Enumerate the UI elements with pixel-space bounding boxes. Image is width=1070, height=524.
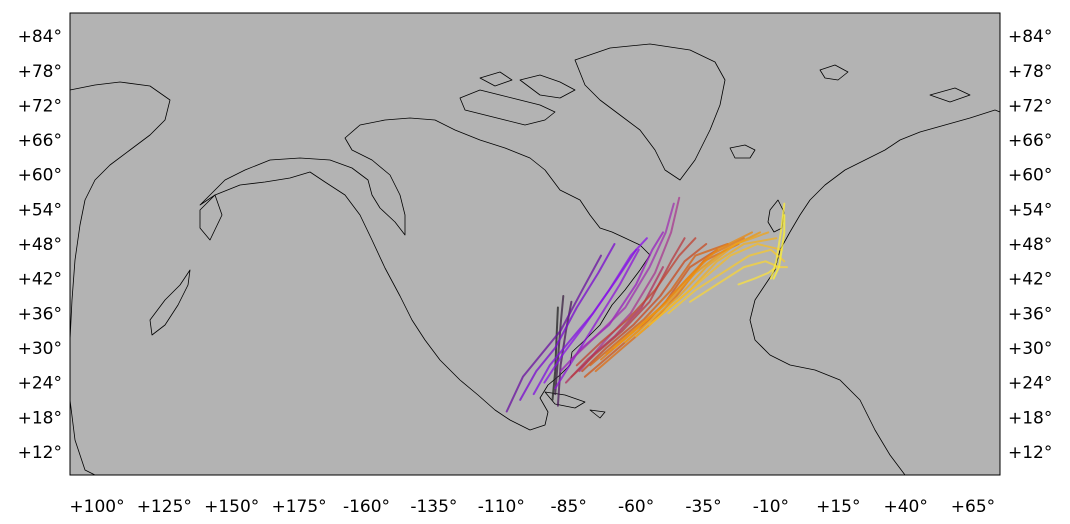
storm-track xyxy=(589,243,729,367)
lat-tick-label-right: +24° xyxy=(1008,374,1052,394)
storm-track xyxy=(689,260,788,303)
lat-tick-label-left: +66° xyxy=(18,131,62,151)
storm-track xyxy=(624,231,770,344)
storm-track xyxy=(737,266,778,286)
lat-tick-label-right: +30° xyxy=(1008,339,1052,359)
lon-tick-label: -60° xyxy=(618,497,654,517)
longitude-tick-labels: +100° +125° +150° +175° -160° -135° -110° -85° -… xyxy=(69,497,995,517)
lon-tick-label: +125° xyxy=(137,497,192,517)
storm-track xyxy=(667,248,786,315)
lon-tick-label: -110° xyxy=(478,497,525,517)
lat-tick-label-right: +42° xyxy=(1008,270,1052,290)
lat-tick-label-left: +42° xyxy=(18,270,62,290)
lat-tick-label-left: +36° xyxy=(18,304,62,324)
lon-tick-label: -135° xyxy=(410,497,457,517)
lon-tick-label: -10° xyxy=(753,497,789,517)
lat-tick-label-left: +60° xyxy=(18,166,62,186)
coastline-iceland xyxy=(729,144,756,159)
lat-tick-label-right: +66° xyxy=(1008,131,1052,151)
lat-tick-label-right: +78° xyxy=(1008,62,1052,82)
storm-track xyxy=(505,254,602,413)
storm-track xyxy=(578,196,681,373)
coastline-svalbard xyxy=(819,64,971,103)
latitude-tick-labels-left: +84° +78° +72° +66° +60° +54° +48° +42° +36° +30°… xyxy=(18,27,62,463)
lon-tick-label: +15° xyxy=(816,497,860,517)
coastlines xyxy=(69,43,1001,476)
storm-track xyxy=(554,248,640,390)
coastline-kamchatka xyxy=(199,194,223,241)
coastline-japan xyxy=(149,269,191,336)
lon-tick-label: +100° xyxy=(69,497,124,517)
storm-track xyxy=(581,243,708,373)
coastline-caribbean xyxy=(544,391,606,419)
storm-track xyxy=(772,214,786,280)
lon-tick-label: +65° xyxy=(951,497,995,517)
storm-track xyxy=(519,243,616,401)
hurricane-tracks xyxy=(505,196,788,413)
lat-tick-label-right: +36° xyxy=(1008,304,1052,324)
lon-tick-label: +150° xyxy=(204,497,259,517)
lon-tick-label: -85° xyxy=(551,497,587,517)
map-background xyxy=(70,13,1000,475)
lat-tick-label-left: +54° xyxy=(18,200,62,220)
lat-tick-label-left: +18° xyxy=(18,408,62,428)
lat-tick-label-left: +84° xyxy=(18,27,62,47)
lon-tick-label: -160° xyxy=(343,497,390,517)
storm-track xyxy=(648,243,783,326)
storm-track xyxy=(543,237,648,384)
coastline-asia xyxy=(69,81,171,476)
storm-track xyxy=(570,202,675,361)
lat-tick-label-right: +72° xyxy=(1008,96,1052,116)
lat-tick-label-right: +84° xyxy=(1008,27,1052,47)
latitude-tick-labels-right: +84° +78° +72° +66° +60° +54° +48° +42° +36° +30°… xyxy=(1008,27,1052,463)
lat-tick-label-left: +30° xyxy=(18,339,62,359)
lat-tick-label-right: +48° xyxy=(1008,235,1052,255)
lat-tick-label-right: +54° xyxy=(1008,200,1052,220)
lat-tick-label-left: +24° xyxy=(18,374,62,394)
lat-tick-label-left: +48° xyxy=(18,235,62,255)
storm-track xyxy=(570,237,686,378)
coastline-greenland xyxy=(574,43,726,181)
map-frame xyxy=(69,12,1001,476)
lon-tick-label: +40° xyxy=(884,497,928,517)
lat-tick-label-right: +12° xyxy=(1008,443,1052,463)
lat-tick-label-right: +18° xyxy=(1008,408,1052,428)
lat-tick-label-left: +72° xyxy=(18,96,62,116)
coastline-arctic-islands xyxy=(459,71,576,126)
lon-tick-label: +175° xyxy=(271,497,326,517)
lat-tick-label-right: +60° xyxy=(1008,166,1052,186)
lat-tick-label-left: +12° xyxy=(18,443,62,463)
lat-tick-label-left: +78° xyxy=(18,62,62,82)
storm-track xyxy=(575,237,697,367)
storm-track xyxy=(551,306,559,401)
lon-tick-label: -35° xyxy=(685,497,721,517)
storm-track xyxy=(769,202,786,280)
coastline-north-america xyxy=(199,117,651,431)
